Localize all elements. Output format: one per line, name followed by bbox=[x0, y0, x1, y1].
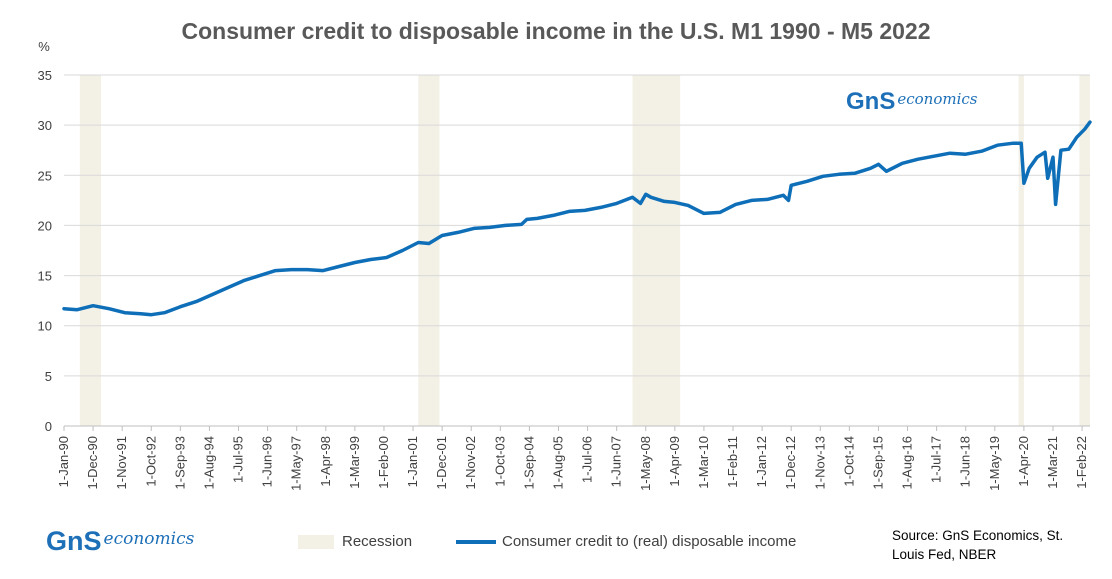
x-tick-label: 1-Jul-06 bbox=[580, 436, 595, 483]
x-tick-label: 1-Sep-04 bbox=[521, 436, 536, 489]
x-tick-label: 1-Jul-95 bbox=[231, 436, 246, 483]
x-tick-label: 1-Oct-14 bbox=[841, 436, 856, 487]
recession-band-2 bbox=[632, 75, 681, 426]
y-tick-label: 35 bbox=[38, 68, 52, 83]
x-tick-label: 1-May-08 bbox=[638, 436, 653, 491]
x-tick-label: 1-Apr-98 bbox=[318, 436, 333, 487]
series-layer bbox=[62, 120, 1092, 317]
x-tick-label: 1-Sep-93 bbox=[172, 436, 187, 489]
chart-title: Consumer credit to disposable income in … bbox=[181, 18, 931, 44]
logo-word: economics bbox=[103, 529, 195, 549]
gridlines bbox=[64, 74, 1090, 427]
x-tick-label: 1-Feb-00 bbox=[376, 436, 391, 489]
x-tick-label: 1-Apr-09 bbox=[667, 436, 682, 487]
x-tick-label: 1-Jun-07 bbox=[609, 436, 624, 487]
recession-bands bbox=[79, 75, 1090, 426]
recession-swatch bbox=[298, 534, 334, 549]
recession-band-0 bbox=[79, 75, 102, 426]
x-tick-label: 1-Nov-02 bbox=[463, 436, 478, 489]
x-tick-label: 1-Mar-99 bbox=[347, 436, 362, 489]
series-swatch bbox=[456, 539, 496, 544]
x-tick-label: 1-May-19 bbox=[987, 436, 1002, 491]
x-tick-label: 1-Mar-21 bbox=[1045, 436, 1060, 489]
x-tick-label: 1-Nov-13 bbox=[812, 436, 827, 489]
recession-band-3 bbox=[1018, 75, 1024, 426]
x-tick-label: 1-Nov-91 bbox=[114, 436, 129, 489]
y-tick-label: 20 bbox=[38, 218, 52, 233]
x-tick-label: 1-Jul-17 bbox=[929, 436, 944, 483]
x-tick-label: 1-Apr-20 bbox=[1016, 436, 1031, 487]
legend-recession-label: Recession bbox=[342, 533, 413, 550]
gns-logo-top: GnS economics bbox=[846, 88, 977, 116]
x-tick-label: 1-Feb-11 bbox=[725, 436, 740, 488]
y-tick-label: 15 bbox=[38, 269, 52, 284]
x-tick-label: 1-Jun-96 bbox=[260, 436, 275, 487]
logo-mark: GnS bbox=[46, 526, 102, 556]
x-tick-label: 1-Aug-05 bbox=[550, 436, 565, 489]
x-tick-label: 1-Jan-90 bbox=[56, 436, 71, 487]
y-tick-label: 5 bbox=[45, 369, 52, 384]
x-tick-label: 1-Jan-12 bbox=[754, 436, 769, 487]
y-axis-label: % bbox=[38, 39, 50, 54]
x-tick-label: 1-May-97 bbox=[289, 436, 304, 491]
tick-labels: 0 5 10 15 20 25 30 35% 1-Jan-90 1-Dec-90 1-Nov-91 1… bbox=[38, 39, 1090, 491]
recession-band-4 bbox=[1079, 75, 1090, 426]
x-tick-label: 1-Jun-18 bbox=[958, 436, 973, 487]
axes bbox=[63, 426, 1083, 431]
y-tick-label: 30 bbox=[38, 118, 52, 133]
legend-series: Consumer credit to (real) disposable inc… bbox=[456, 533, 796, 550]
x-tick-label: 1-Feb-22 bbox=[1074, 436, 1089, 489]
x-tick-label: 1-Dec-01 bbox=[434, 436, 449, 489]
x-tick-label: 1-Jan-01 bbox=[405, 436, 420, 487]
x-tick-label: 1-Dec-12 bbox=[783, 436, 798, 489]
gns-logo-bottom: GnS economics bbox=[46, 526, 194, 557]
source-note: Source: GnS Economics, St. Louis Fed, NB… bbox=[892, 528, 1064, 562]
y-tick-label: 25 bbox=[38, 168, 52, 183]
x-tick-label: 1-Oct-92 bbox=[143, 436, 158, 487]
x-tick-label: 1-Dec-90 bbox=[85, 436, 100, 489]
y-tick-label: 0 bbox=[45, 419, 52, 434]
recession-band-1 bbox=[418, 75, 440, 426]
x-tick-label: 1-Aug-16 bbox=[900, 436, 915, 489]
x-tick-label: 1-Sep-15 bbox=[870, 436, 885, 489]
logo-mark: GnS bbox=[846, 88, 896, 115]
legend-recession: Recession bbox=[298, 533, 412, 550]
y-tick-label: 10 bbox=[38, 319, 52, 334]
logo-word: economics bbox=[897, 90, 978, 108]
series-line-0 bbox=[62, 120, 1092, 317]
x-tick-label: 1-Aug-94 bbox=[201, 436, 216, 489]
x-tick-label: 1-Mar-10 bbox=[696, 436, 711, 489]
x-tick-label: 1-Oct-03 bbox=[492, 436, 507, 487]
legend-series-label: Consumer credit to (real) disposable inc… bbox=[502, 533, 797, 550]
